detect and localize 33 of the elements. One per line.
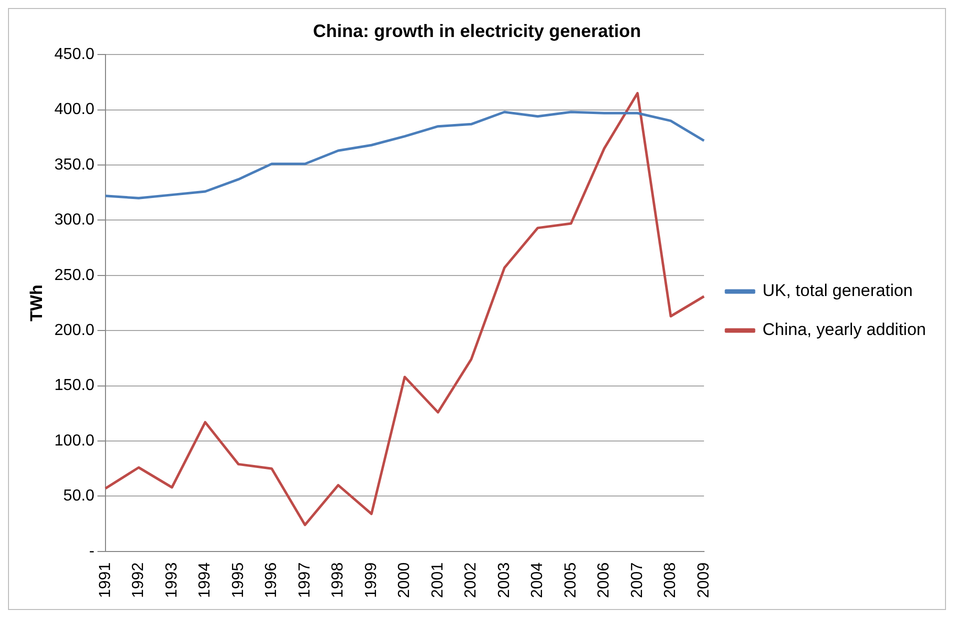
legend-label: China, yearly addition bbox=[762, 320, 926, 340]
x-tick-label: 2006 bbox=[596, 562, 613, 598]
y-tick-label: 150.0 bbox=[54, 377, 95, 394]
y-tick-label: 350.0 bbox=[54, 156, 95, 174]
y-tick-label: 200.0 bbox=[54, 322, 95, 340]
x-tick-label: 2001 bbox=[429, 562, 446, 598]
x-tick-label: 2004 bbox=[529, 562, 546, 598]
y-tick-label: 50.0 bbox=[63, 488, 95, 505]
x-tick-label: 1993 bbox=[163, 562, 180, 598]
x-tick-label: 1995 bbox=[230, 562, 247, 598]
chart-title: China: growth in electricity generation bbox=[312, 20, 642, 41]
x-tick-label: 2000 bbox=[396, 562, 414, 598]
x-tick-label: 1999 bbox=[362, 562, 380, 598]
x-tick-label: 1998 bbox=[330, 562, 347, 598]
y-axis-title: TWh bbox=[26, 284, 46, 322]
legend-label: UK, total generation bbox=[762, 281, 913, 300]
y-tick-label: 100.0 bbox=[54, 432, 95, 450]
x-tick-label: 1992 bbox=[130, 562, 148, 598]
y-tick-label: 400.0 bbox=[54, 101, 95, 118]
x-tick-label: 1994 bbox=[196, 562, 214, 598]
x-tick-label: 1991 bbox=[96, 562, 114, 598]
y-tick-label: - bbox=[89, 542, 94, 560]
x-tick-label: 2007 bbox=[628, 562, 646, 598]
x-tick-label: 2005 bbox=[562, 562, 580, 598]
x-tick-label: 2008 bbox=[662, 562, 680, 598]
x-tick-label: 2002 bbox=[462, 562, 480, 598]
y-tick-label: 300.0 bbox=[54, 212, 95, 229]
x-tick-label: 1996 bbox=[263, 562, 280, 598]
x-tick-label: 2009 bbox=[695, 562, 712, 598]
y-tick-label: 250.0 bbox=[54, 266, 95, 284]
x-tick-label: 2003 bbox=[496, 562, 513, 598]
x-tick-label: 1997 bbox=[296, 562, 314, 598]
y-tick-label: 450.0 bbox=[54, 46, 95, 64]
